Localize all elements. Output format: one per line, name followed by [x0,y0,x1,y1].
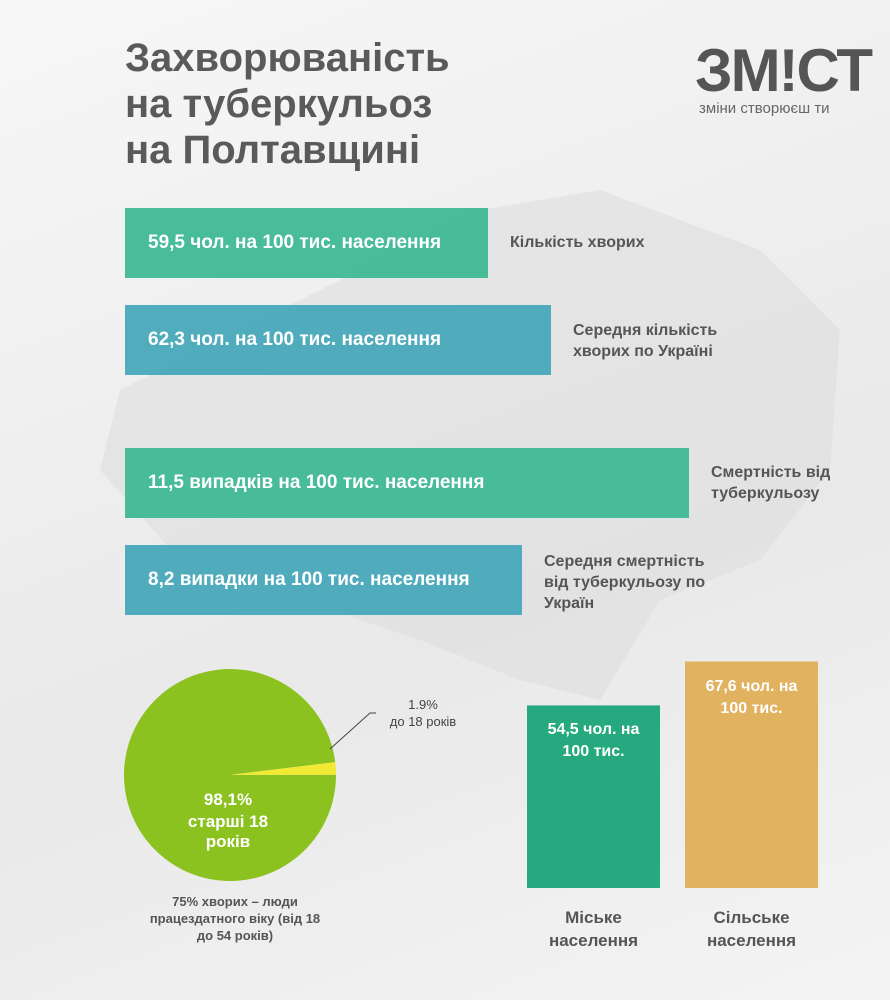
x-tick-label: Міське населення [548,908,639,950]
stat-caption: Смертність від туберкульозу [711,464,831,502]
stat-text: 62,3 чол. на 100 тис. населення [148,329,442,350]
stat-box [125,545,522,615]
pie-value-label: 98,1% [203,790,253,809]
stat-box [125,305,551,375]
stat-text: 59,5 чол. на 100 тис. населення [148,232,442,253]
stat-text: 8,2 випадки на 100 тис. населення [148,569,470,590]
x-tick-label: Сільське населення [706,908,797,950]
bar [527,705,660,888]
logo: ЗМ!СТ [695,37,873,104]
slogan: зміни створюєш ти [699,100,830,117]
stat-box [125,448,689,518]
pie-category-label: старші 18 років [187,812,269,851]
pie-slice [123,668,336,881]
bar-value-label: 67,6 чол. на 100 тис. [705,677,798,717]
stat-box [125,208,488,278]
pie-note: 75% хворих – люди працездатного віку (ві… [149,894,321,943]
pie-slice [230,762,336,775]
pie-category-label: до 18 років [389,714,457,729]
stat-caption: Кількість хворих [510,234,645,251]
bar [685,661,818,888]
leader-line [329,712,376,750]
stat-text: 11,5 випадків на 100 тис. населення [148,472,485,493]
stat-caption: Середня смертність від туберкульозу по У… [544,553,706,612]
bar-value-label: 54,5 чол. на 100 тис. [547,721,640,761]
pie-value-label: 1.9% [408,697,438,712]
title: Захворюваність на туберкульоз на Полтавщ… [125,36,450,172]
stat-caption: Середня кількість хворих по Україні [573,322,718,360]
